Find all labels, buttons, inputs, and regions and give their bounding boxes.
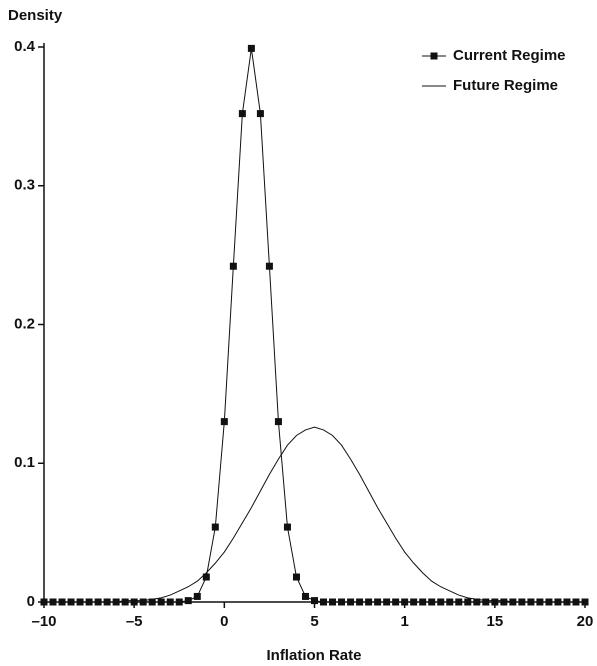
data-marker bbox=[238, 110, 246, 118]
y-tick-label: 0.1 bbox=[14, 454, 35, 471]
data-marker bbox=[211, 523, 219, 531]
data-marker bbox=[374, 598, 382, 606]
y-tick-label: 0.4 bbox=[14, 38, 36, 55]
data-marker bbox=[482, 598, 490, 606]
data-marker bbox=[166, 598, 174, 606]
data-marker bbox=[347, 598, 355, 606]
data-marker bbox=[265, 262, 273, 270]
x-tick-label: 15 bbox=[486, 613, 503, 630]
data-marker bbox=[283, 523, 291, 531]
data-marker bbox=[130, 598, 138, 606]
data-marker bbox=[157, 598, 165, 606]
data-marker bbox=[401, 598, 409, 606]
data-marker bbox=[311, 597, 318, 605]
data-marker bbox=[184, 597, 192, 605]
data-marker bbox=[500, 598, 508, 606]
y-tick-label: 0 bbox=[27, 593, 35, 610]
y-tick-label: 0.2 bbox=[14, 315, 35, 332]
data-marker bbox=[247, 44, 255, 52]
data-marker bbox=[464, 598, 472, 606]
data-marker bbox=[202, 573, 210, 581]
x-tick-label: 1 bbox=[400, 613, 408, 630]
y-tick-label: 0.3 bbox=[14, 177, 35, 194]
legend-label: Future Regime bbox=[453, 77, 558, 94]
data-marker bbox=[365, 598, 373, 606]
x-tick-label: 20 bbox=[577, 613, 594, 630]
data-marker bbox=[437, 598, 445, 606]
legend-marker bbox=[430, 52, 438, 60]
data-marker bbox=[473, 598, 481, 606]
data-marker bbox=[392, 598, 400, 606]
data-marker bbox=[292, 573, 300, 581]
x-tick-label: 0 bbox=[220, 613, 228, 630]
x-tick-label: –5 bbox=[126, 613, 143, 630]
data-marker bbox=[301, 592, 309, 600]
x-tick-label: –10 bbox=[31, 613, 56, 630]
data-marker bbox=[428, 598, 436, 606]
data-marker bbox=[446, 598, 454, 606]
data-marker bbox=[410, 598, 418, 606]
data-marker bbox=[148, 598, 156, 606]
data-marker bbox=[320, 598, 328, 606]
data-marker bbox=[419, 598, 427, 606]
data-marker bbox=[121, 598, 129, 606]
data-marker bbox=[491, 598, 499, 606]
series-line bbox=[44, 48, 585, 603]
data-marker bbox=[175, 598, 183, 606]
data-marker bbox=[383, 598, 391, 606]
data-marker bbox=[329, 598, 337, 606]
data-marker bbox=[256, 110, 264, 118]
data-marker bbox=[338, 598, 346, 606]
data-marker bbox=[274, 418, 282, 426]
data-marker bbox=[356, 598, 364, 606]
x-axis-title: Inflation Rate bbox=[266, 647, 361, 664]
data-marker bbox=[220, 418, 228, 426]
data-marker bbox=[193, 592, 201, 600]
series-line bbox=[44, 426, 585, 603]
x-tick-label: 5 bbox=[310, 613, 318, 630]
data-marker bbox=[139, 598, 147, 606]
data-marker bbox=[455, 598, 463, 606]
y-axis-title: Density bbox=[8, 7, 63, 24]
data-marker bbox=[229, 262, 237, 270]
legend-label: Current Regime bbox=[453, 47, 566, 64]
